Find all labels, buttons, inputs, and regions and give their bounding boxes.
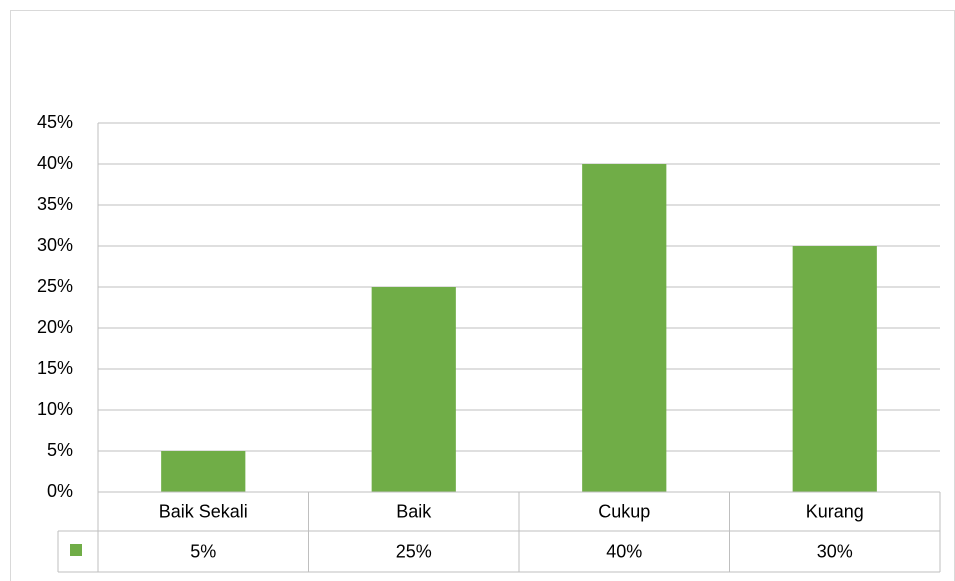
table-value: 5% (190, 541, 216, 561)
y-tick-label: 25% (37, 276, 73, 296)
y-tick-label: 40% (37, 153, 73, 173)
bar (582, 164, 667, 492)
y-tick-label: 10% (37, 399, 73, 419)
y-tick-label: 15% (37, 358, 73, 378)
y-tick-label: 30% (37, 235, 73, 255)
x-tick-label: Baik Sekali (159, 501, 248, 521)
y-tick-label: 35% (37, 194, 73, 214)
bar (161, 451, 246, 492)
table-value: 25% (396, 541, 432, 561)
bar (371, 287, 456, 492)
x-tick-label: Baik (396, 501, 432, 521)
table-value: 40% (606, 541, 642, 561)
y-tick-label: 20% (37, 317, 73, 337)
table-value: 30% (817, 541, 853, 561)
x-tick-label: Kurang (806, 501, 864, 521)
bar (792, 246, 877, 492)
y-tick-label: 5% (47, 440, 73, 460)
y-tick-label: 45% (37, 112, 73, 132)
legend-key (70, 544, 82, 556)
x-tick-label: Cukup (598, 501, 650, 521)
y-tick-label: 0% (47, 481, 73, 501)
